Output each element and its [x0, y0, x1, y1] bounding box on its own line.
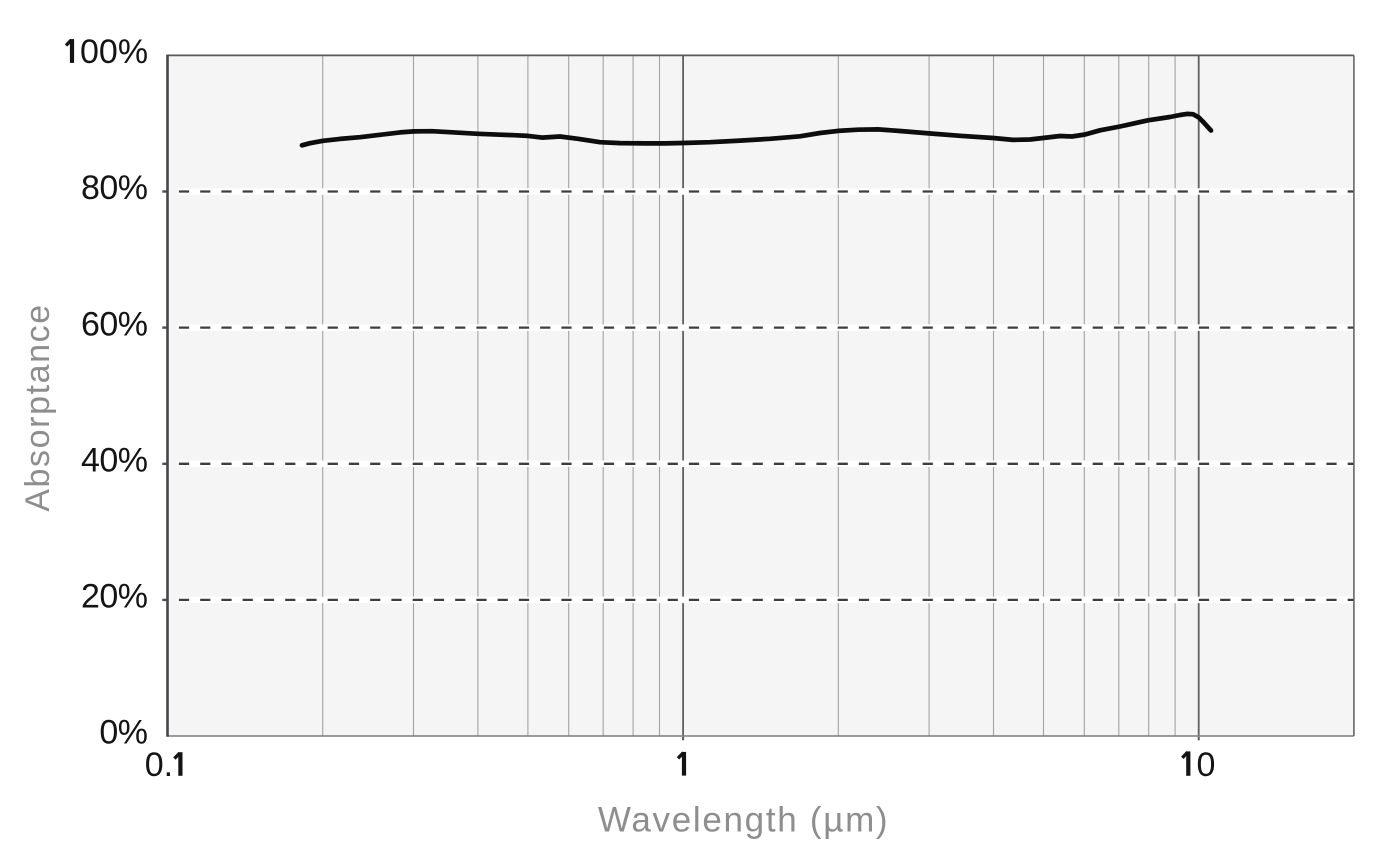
svg-text:Absorptance: Absorptance	[19, 303, 57, 512]
svg-text:0%: 0%	[99, 714, 147, 752]
svg-text:0: 0	[1197, 746, 1216, 784]
svg-text:60%: 60%	[81, 305, 148, 343]
svg-text:20%: 20%	[81, 578, 148, 616]
svg-text:00%: 00%	[80, 33, 148, 71]
svg-text:80%: 80%	[81, 169, 148, 207]
svg-text:40%: 40%	[81, 442, 148, 480]
svg-text:Wavelength (µm): Wavelength (µm)	[598, 800, 889, 839]
svg-text:0.: 0.	[145, 746, 173, 784]
